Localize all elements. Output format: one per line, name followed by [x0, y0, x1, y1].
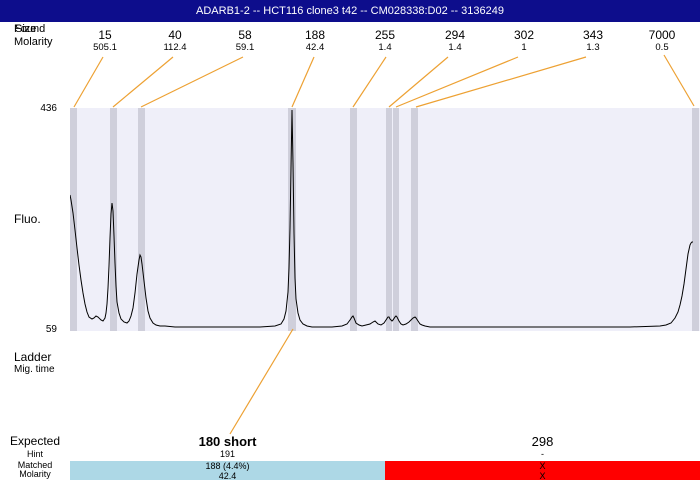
fluorescence-trace: [70, 109, 693, 328]
peak-molarity-value: 1.4: [448, 42, 462, 53]
ladder-label: Ladder: [14, 350, 52, 364]
found-label: Found: [14, 23, 46, 35]
peak-label-15: 15 505.1: [70, 28, 140, 53]
peak-size-value: 188: [304, 28, 326, 42]
peak-size-value: 294: [444, 28, 466, 42]
peak-label-302: 302 1: [489, 28, 559, 53]
expected-value: 180 short: [198, 434, 257, 449]
peak-size-value: 7000: [648, 28, 676, 42]
x-axis-title: Mig. time: [14, 364, 55, 375]
matched-value: 188 (4.4%): [205, 461, 250, 471]
peak-label-40: 40 112.4: [140, 28, 210, 53]
marker-band: [288, 108, 296, 331]
peak-molarity-value: 112.4: [163, 42, 187, 53]
peak-label-343: 343 1.3: [558, 28, 628, 53]
peak-size-value: 255: [374, 28, 396, 42]
status-band: [70, 461, 385, 480]
result-group-2: 298- X X: [385, 434, 700, 480]
matched-value: X: [539, 461, 546, 471]
peak-molarity-value: 42.4: [305, 42, 325, 53]
hint-value: -: [541, 449, 544, 459]
peak-label-58: 58 59.1: [210, 28, 280, 53]
marker-band: [411, 108, 418, 331]
peak-molarity-value: 505.1: [93, 42, 117, 53]
peak-label-row: 15 505.1 40 112.4 58 59.1 188 42.4 255 1.4 294 1.4 3…: [0, 0, 700, 60]
molarity-value: 42.4: [218, 470, 237, 480]
peak-size-value: 40: [168, 28, 182, 42]
peak-label-7000: 7000 0.5: [627, 28, 697, 53]
marker-band: [350, 108, 357, 331]
peak-molarity-value: 1: [521, 42, 527, 53]
peak-molarity-value: 0.5: [655, 42, 669, 53]
marker-band: [692, 108, 699, 331]
peak-molarity-value: 1.4: [378, 42, 392, 53]
trace-line: [70, 109, 693, 328]
peak-size-value: 15: [98, 28, 112, 42]
size-label: Size: [15, 23, 37, 35]
molarity-value: X: [539, 470, 546, 480]
peak-size-value: 58: [238, 28, 252, 42]
title-bar: ADARB1-2 -- HCT116 clone3 t42 -- CM02833…: [0, 0, 700, 22]
molarity-row-header: Molarity: [14, 36, 53, 48]
peak-size-value: 343: [582, 28, 604, 42]
peak-molarity-value: 59.1: [235, 42, 255, 53]
y-axis-max-tick: 436: [40, 103, 57, 114]
result-group-1: 180 short 191 188 (4.4%) 42.4: [70, 434, 385, 480]
peak-size-value: 302: [513, 28, 535, 42]
marker-band: [393, 108, 399, 331]
y-axis-title: Fluo.: [14, 212, 41, 226]
marker-band: [386, 108, 392, 331]
molarity-row-label: Molarity: [19, 469, 51, 479]
peak-label-188: 188 42.4: [280, 28, 350, 53]
matched-row-label: Matched: [17, 460, 53, 470]
report-title: ADARB1-2 -- HCT116 clone3 t42 -- CM02833…: [196, 5, 504, 17]
peak-label-255: 255 1.4: [350, 28, 420, 53]
marker-band: [138, 108, 145, 331]
peak-molarity-value: 1.3: [586, 42, 600, 53]
y-axis-min-tick: 59: [45, 324, 57, 335]
expected-value: 298: [531, 434, 554, 449]
hint-value: 191: [219, 449, 236, 459]
hint-row-label: Hint: [26, 449, 43, 459]
electropherogram-plot: [70, 108, 700, 331]
peak-label-294: 294 1.4: [420, 28, 490, 53]
expected-row-label: Expected: [9, 434, 61, 448]
status-band: [385, 461, 700, 480]
